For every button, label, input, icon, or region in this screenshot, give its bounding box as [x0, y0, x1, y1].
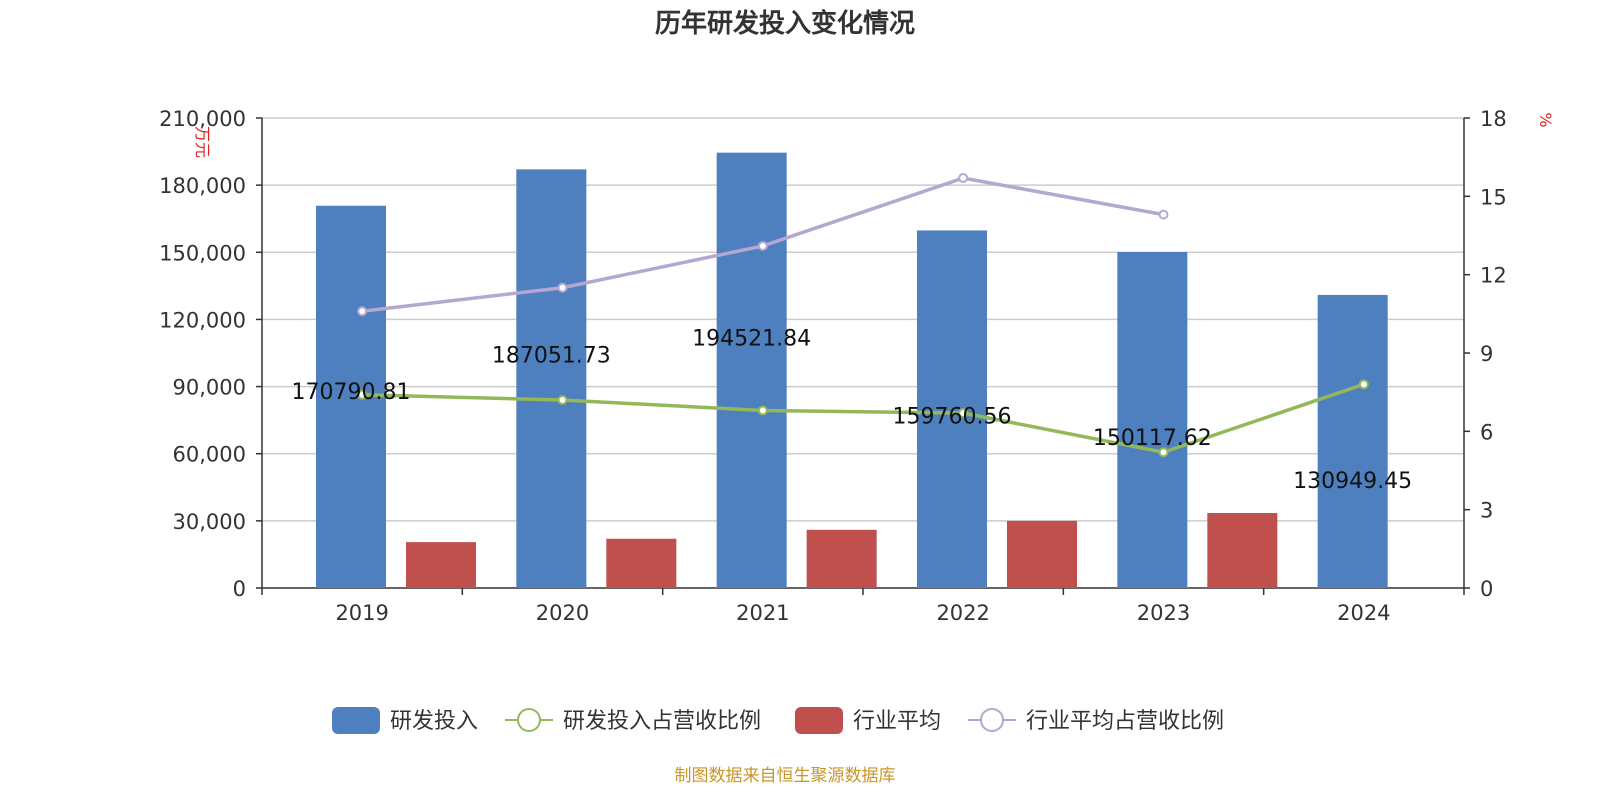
point-rd-ratio [357, 389, 368, 400]
point-rd-ratio [757, 405, 768, 416]
bar-rd-investment [516, 169, 587, 588]
point-rd-ratio [958, 408, 969, 419]
right-axis-tick-label: 3 [1480, 499, 1493, 523]
x-axis-tick-label: 2022 [936, 601, 989, 625]
right-axis-unit: % [1536, 112, 1555, 127]
bar-rd-investment [917, 230, 987, 588]
bar-rd-investment [1317, 294, 1388, 588]
point-rd-ratio [1158, 447, 1169, 458]
right-axis-tick-label: 18 [1480, 107, 1507, 131]
bars [316, 152, 1388, 589]
left-axis-tick-label: 30,000 [173, 510, 246, 534]
legend-label: 行业平均占营收比例 [1026, 709, 1224, 734]
gridlines [262, 117, 1464, 522]
x-axis-tick-label: 2024 [1337, 601, 1390, 625]
right-axis-tick-label: 0 [1480, 577, 1493, 601]
bar-industry-average [1007, 520, 1077, 588]
left-axis-tick-label: 180,000 [159, 174, 246, 198]
chart-title: 历年研发投入变化情况 [655, 8, 915, 39]
bar-rd-investment [316, 205, 386, 588]
axes: 0 30,000 60,000 90,000 120,000 150,000 180,000… [159, 107, 1507, 625]
right-axis-tick-label: 6 [1480, 420, 1493, 444]
point-industry-ratio [557, 282, 568, 293]
right-axis-tick-label: 9 [1480, 342, 1493, 366]
bar-industry-average [806, 529, 877, 588]
x-axis-tick-label: 2023 [1137, 601, 1190, 625]
data-label: 187051.73 [492, 343, 611, 368]
left-axis-tick-label: 0 [233, 577, 246, 601]
point-rd-ratio [557, 395, 568, 405]
lines [357, 173, 1369, 458]
legend-label: 行业平均 [853, 709, 941, 734]
data-label: 194521.84 [692, 327, 811, 352]
x-axis-tick-label: 2019 [335, 601, 388, 625]
legend-label: 研发投入 [390, 709, 478, 734]
data-label: 130949.45 [1293, 469, 1412, 494]
left-axis-tick-label: 120,000 [159, 308, 246, 332]
left-axis-tick-label: 210,000 [159, 107, 246, 131]
data-label: 159760.56 [893, 404, 1012, 429]
x-axis-tick-label: 2021 [736, 601, 789, 625]
bar-rd-investment [1117, 252, 1188, 589]
x-axis-tick-label: 2020 [536, 601, 589, 625]
bar-industry-average [606, 538, 677, 588]
point-industry-ratio [757, 240, 768, 251]
legend-swatch [332, 707, 380, 734]
data-label: 170790.81 [292, 380, 411, 405]
legend-marker [517, 708, 541, 732]
left-axis-tick-label: 90,000 [173, 376, 246, 400]
legend-label: 研发投入占营收比例 [563, 709, 761, 734]
point-industry-ratio [1158, 209, 1169, 220]
left-axis-tick-label: 60,000 [173, 443, 246, 467]
bar-industry-average [406, 542, 476, 588]
data-labels: 170790.81 187051.73 194521.84 159760.56 1501… [292, 327, 1413, 494]
data-source: 制图数据来自恒生聚源数据库 [675, 766, 896, 786]
right-axis-tick-label: 15 [1480, 185, 1507, 209]
point-industry-ratio [357, 306, 368, 317]
line-rd-ratio [362, 382, 1365, 455]
point-industry-ratio [958, 173, 969, 184]
data-label: 150117.62 [1093, 426, 1212, 451]
legend[interactable]: 研发投入 研发投入占营收比例 行业平均 行业平均占营收比例 [332, 707, 1224, 734]
left-axis-tick-label: 150,000 [159, 241, 246, 265]
bar-industry-average [1207, 513, 1278, 588]
left-axis-unit: 万元 [193, 126, 212, 158]
right-axis-tick-label: 12 [1480, 264, 1507, 288]
legend-marker [980, 708, 1004, 732]
legend-swatch [795, 707, 843, 734]
bar-rd-investment [716, 152, 787, 588]
point-rd-ratio [1358, 379, 1369, 390]
